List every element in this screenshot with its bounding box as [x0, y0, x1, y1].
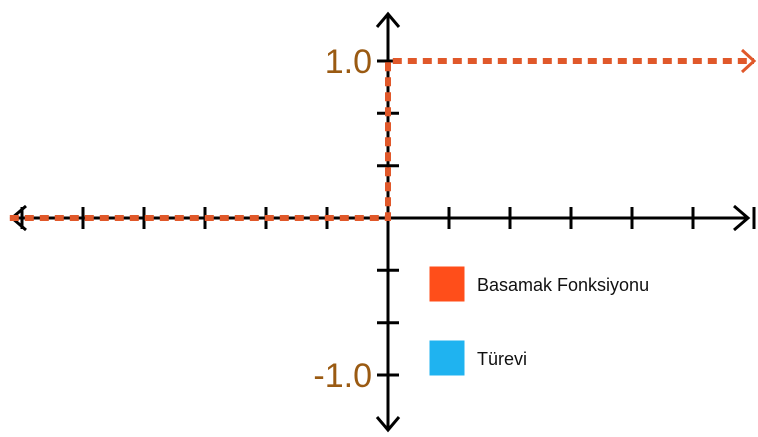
x-axis-right-arrow: [733, 204, 751, 232]
axis-ticks: [20, 59, 756, 377]
legend-swatch: [428, 339, 466, 377]
legend-swatch: [428, 265, 466, 303]
axes: [9, 11, 751, 433]
y-tick-label: 1.0: [325, 43, 372, 81]
legend-label: Basamak Fonksiyonu: [477, 275, 649, 295]
y-axis-top-arrow: [375, 11, 401, 28]
y-tick-label: -1.0: [313, 357, 372, 395]
legend: Basamak Fonksiyonu Türevi: [428, 265, 649, 377]
series-line: [9, 58, 754, 221]
series-end-arrow: [740, 48, 757, 74]
legend-label: Türevi: [477, 349, 527, 369]
series-lines: [9, 48, 757, 221]
y-axis-bottom-arrow: [375, 416, 401, 433]
y-tick-labels: 1.0 -1.0: [313, 43, 372, 395]
